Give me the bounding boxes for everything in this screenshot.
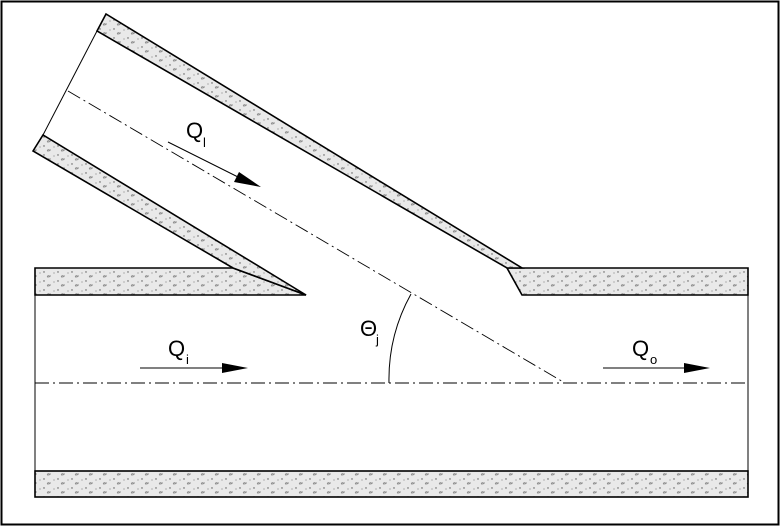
lateral-flow-subscript: l [203,135,206,150]
lateral-flow-label: Q l [186,118,206,150]
outflow-subscript: o [650,352,657,367]
inflow-arrow [140,363,248,373]
outflow-label: Q o [632,336,657,367]
lateral-pipe-inlet-end [42,30,98,136]
outflow-arrow [603,363,710,373]
lateral-pipe-upper-wall [95,12,525,269]
junction-angle-arc [388,293,412,384]
inflow-subscript: i [186,352,189,367]
outflow-symbol: Q [632,336,649,361]
main-pipe-bottom-wall [34,470,749,498]
junction-angle-label: Θ j [360,316,379,347]
main-pipe-top-wall-right [505,267,749,296]
inflow-label: Q i [168,336,189,367]
junction-angle-subscript: j [375,332,379,347]
lateral-flow-arrow [167,141,261,187]
lateral-flow-symbol: Q [186,118,203,143]
junction-angle-symbol: Θ [360,316,377,341]
lateral-pipe-centerline [67,90,566,384]
inflow-symbol: Q [168,336,185,361]
lateral-pipe-lower-wall [31,133,307,296]
